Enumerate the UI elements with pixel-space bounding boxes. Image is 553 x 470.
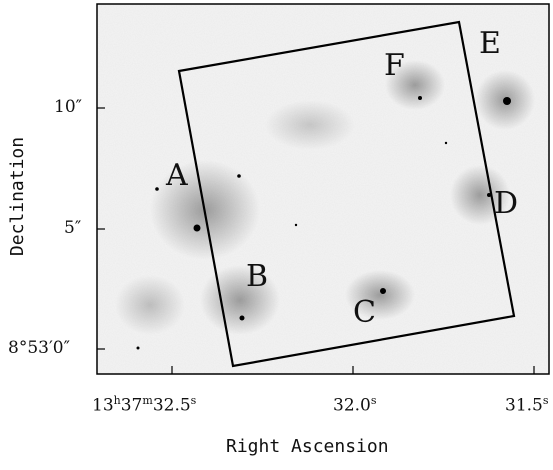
- region-label-d: D: [494, 186, 518, 221]
- region-label-c: C: [353, 295, 376, 330]
- y-tick-label-0: 8°53′0″: [8, 338, 70, 358]
- point-sources: [136, 96, 511, 350]
- y-tick-label-10: 10″: [54, 97, 82, 117]
- x-tick-label-3: 31.5s: [505, 394, 549, 416]
- region-label-e: E: [479, 26, 501, 61]
- field-of-view-box: [177, 20, 516, 368]
- x-tick-label-1: 13h37m32.5s: [92, 394, 197, 416]
- region-label-f: F: [384, 48, 405, 83]
- y-tick-label-5: 5″: [64, 218, 82, 238]
- x-tick-label-2: 32.0s: [333, 394, 377, 416]
- y-axis-title: Declination: [7, 136, 29, 257]
- axis-ticks: [97, 107, 535, 374]
- x-axis-title: Right Ascension: [226, 436, 389, 457]
- region-label-b: B: [246, 259, 268, 294]
- region-label-a: A: [165, 158, 188, 193]
